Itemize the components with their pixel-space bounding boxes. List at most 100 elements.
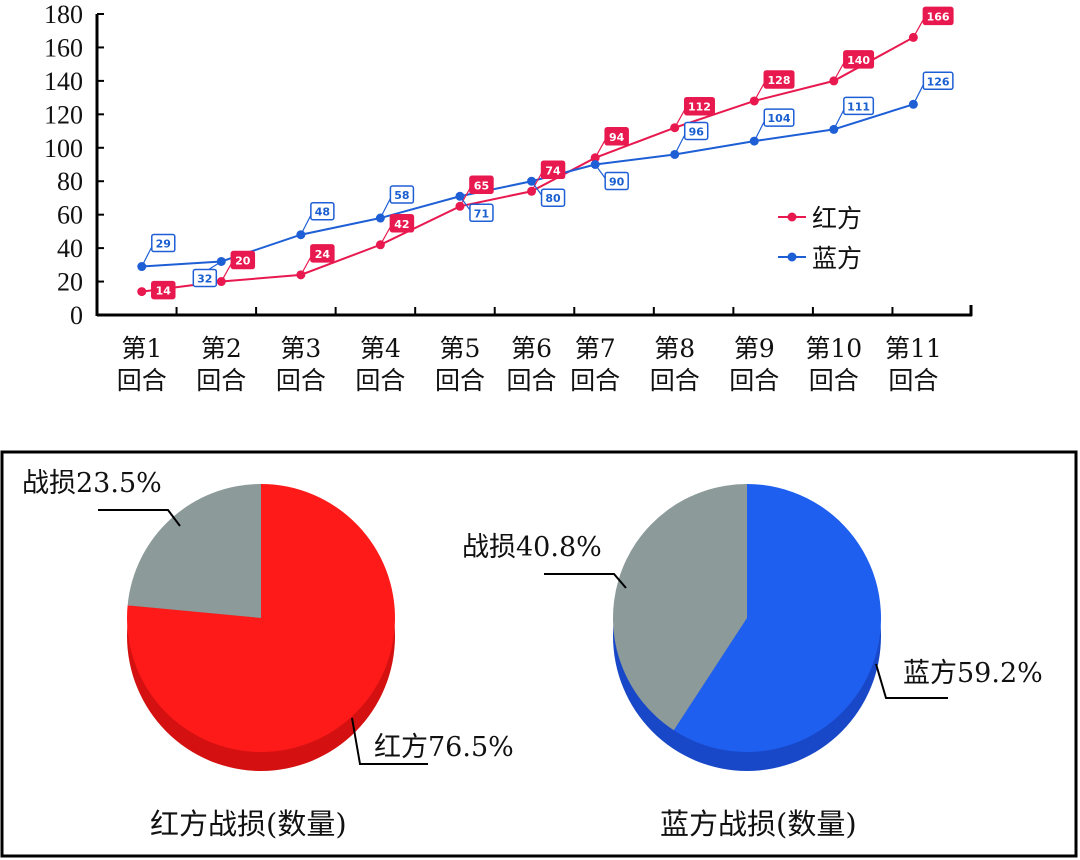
data-label-box	[540, 188, 566, 207]
data-label-box	[604, 171, 629, 191]
y-tick-label: 80	[57, 167, 83, 196]
data-label-box	[683, 121, 709, 141]
data-label-box	[469, 175, 494, 195]
data-label-box	[763, 108, 795, 127]
red-pie-slices	[127, 484, 396, 752]
data-label: 74	[545, 164, 561, 177]
x-tick-label: 第5	[440, 334, 481, 363]
x-tick-label: 回合	[276, 366, 326, 395]
data-label-box	[192, 268, 218, 288]
data-label: 32	[197, 272, 212, 285]
data-label: 42	[394, 218, 409, 231]
data-label: 24	[315, 248, 331, 261]
x-tick-label: 第4	[360, 334, 401, 363]
x-tick-label: 回合	[570, 366, 620, 395]
data-label: 71	[474, 207, 489, 220]
red-loss-leader-line	[98, 509, 181, 527]
x-tick-label: 第6	[511, 334, 552, 363]
y-tick-label: 0	[70, 301, 83, 330]
red-loss-label: 战损23.5%	[22, 468, 162, 499]
red-pie-chart: 红方76.5% 战损23.5% 红方战损(数量)	[22, 468, 514, 841]
red-leader-line	[351, 717, 428, 765]
data-point	[670, 123, 680, 133]
y-tick-label: 140	[44, 67, 83, 96]
data-label: 58	[394, 189, 409, 202]
x-tick-label: 回合	[729, 366, 779, 395]
x-ticks: 第1回合第2回合第3回合第4回合第5回合第6回合第7回合第8回合第9回合第10回…	[117, 307, 942, 395]
data-label-box	[310, 201, 335, 221]
pie-slice	[673, 484, 882, 752]
data-label: 20	[235, 255, 251, 268]
data-label-box	[151, 280, 176, 300]
blue-slice-label: 蓝方59.2%	[903, 658, 1043, 689]
data-label: 80	[545, 192, 561, 205]
x-tick-label: 第3	[280, 334, 321, 363]
data-label: 94	[609, 131, 625, 144]
data-label-box	[230, 250, 256, 270]
blue-pie-title: 蓝方战损(数量)	[660, 807, 857, 841]
data-labels: 14 20 24 42 65 74 94 112 128 140 166 29 32 48 58 71 80 90…	[141, 6, 954, 300]
blue-leader-line	[875, 663, 948, 699]
data-label: 128	[768, 74, 791, 87]
data-label: 112	[688, 101, 711, 114]
data-label: 126	[927, 75, 950, 88]
data-label: 166	[927, 10, 950, 23]
data-label-box	[540, 160, 566, 180]
x-tick-label: 第11	[885, 334, 942, 363]
red-pie-title: 红方战损(数量)	[150, 807, 347, 841]
y-tick-label: 20	[57, 268, 83, 297]
data-label-box	[604, 127, 629, 146]
x-tick-label: 第2	[201, 334, 242, 363]
data-label: 96	[689, 125, 705, 138]
x-tick-label: 回合	[809, 366, 859, 395]
data-label: 14	[156, 285, 172, 298]
blue-loss-label: 战损40.8%	[462, 532, 602, 563]
data-label-box	[389, 214, 415, 233]
blue-loss-leader-line	[544, 573, 627, 589]
legend: 红方 蓝方	[778, 204, 862, 273]
x-tick-label: 第9	[734, 334, 775, 363]
y-tick-label: 100	[44, 134, 83, 163]
data-label: 29	[156, 238, 171, 251]
y-tick-label: 60	[57, 201, 83, 230]
data-label-box	[843, 96, 875, 116]
x-tick-label: 第8	[654, 334, 695, 363]
blue-pie-slices	[613, 484, 882, 752]
data-label-box	[763, 70, 795, 89]
y-tick-label: 180	[44, 0, 83, 29]
red-slice-label: 红方76.5%	[374, 732, 514, 763]
x-tick-label: 回合	[117, 366, 167, 395]
data-label-box	[151, 233, 176, 253]
data-label-box	[922, 6, 954, 26]
y-ticks: 0 20 40 60 80 100 120 140 160 180	[44, 0, 104, 330]
series-line-blue	[141, 103, 914, 268]
data-label-box	[389, 185, 415, 204]
x-tick-label: 第1	[121, 334, 162, 363]
x-tick-label: 回合	[650, 366, 700, 395]
x-tick-label: 第7	[575, 334, 616, 363]
y-tick-label: 40	[57, 234, 83, 263]
data-label: 104	[768, 112, 791, 125]
legend-blue-label: 蓝方	[812, 244, 862, 273]
x-tick-label: 回合	[507, 366, 557, 395]
legend-blue-marker	[787, 252, 797, 262]
legend-red-marker	[787, 212, 797, 222]
data-label: 65	[474, 179, 489, 192]
pie-slice	[127, 484, 261, 618]
data-label-box	[310, 244, 335, 263]
data-label-box	[683, 96, 715, 116]
series-line-red	[141, 36, 914, 293]
blue-pie-chart: 蓝方59.2% 战损40.8% 蓝方战损(数量)	[462, 484, 1043, 841]
pie-panel-frame	[0, 450, 1078, 858]
x-tick-label: 回合	[888, 366, 938, 395]
data-label-box	[843, 50, 875, 69]
data-label-box	[469, 203, 494, 223]
x-tick-label: 回合	[355, 366, 405, 395]
pie-slice	[613, 484, 747, 731]
y-tick-label: 120	[44, 100, 83, 129]
x-tick-label: 第10	[805, 334, 862, 363]
data-label: 140	[847, 54, 870, 67]
data-label: 111	[847, 100, 870, 113]
